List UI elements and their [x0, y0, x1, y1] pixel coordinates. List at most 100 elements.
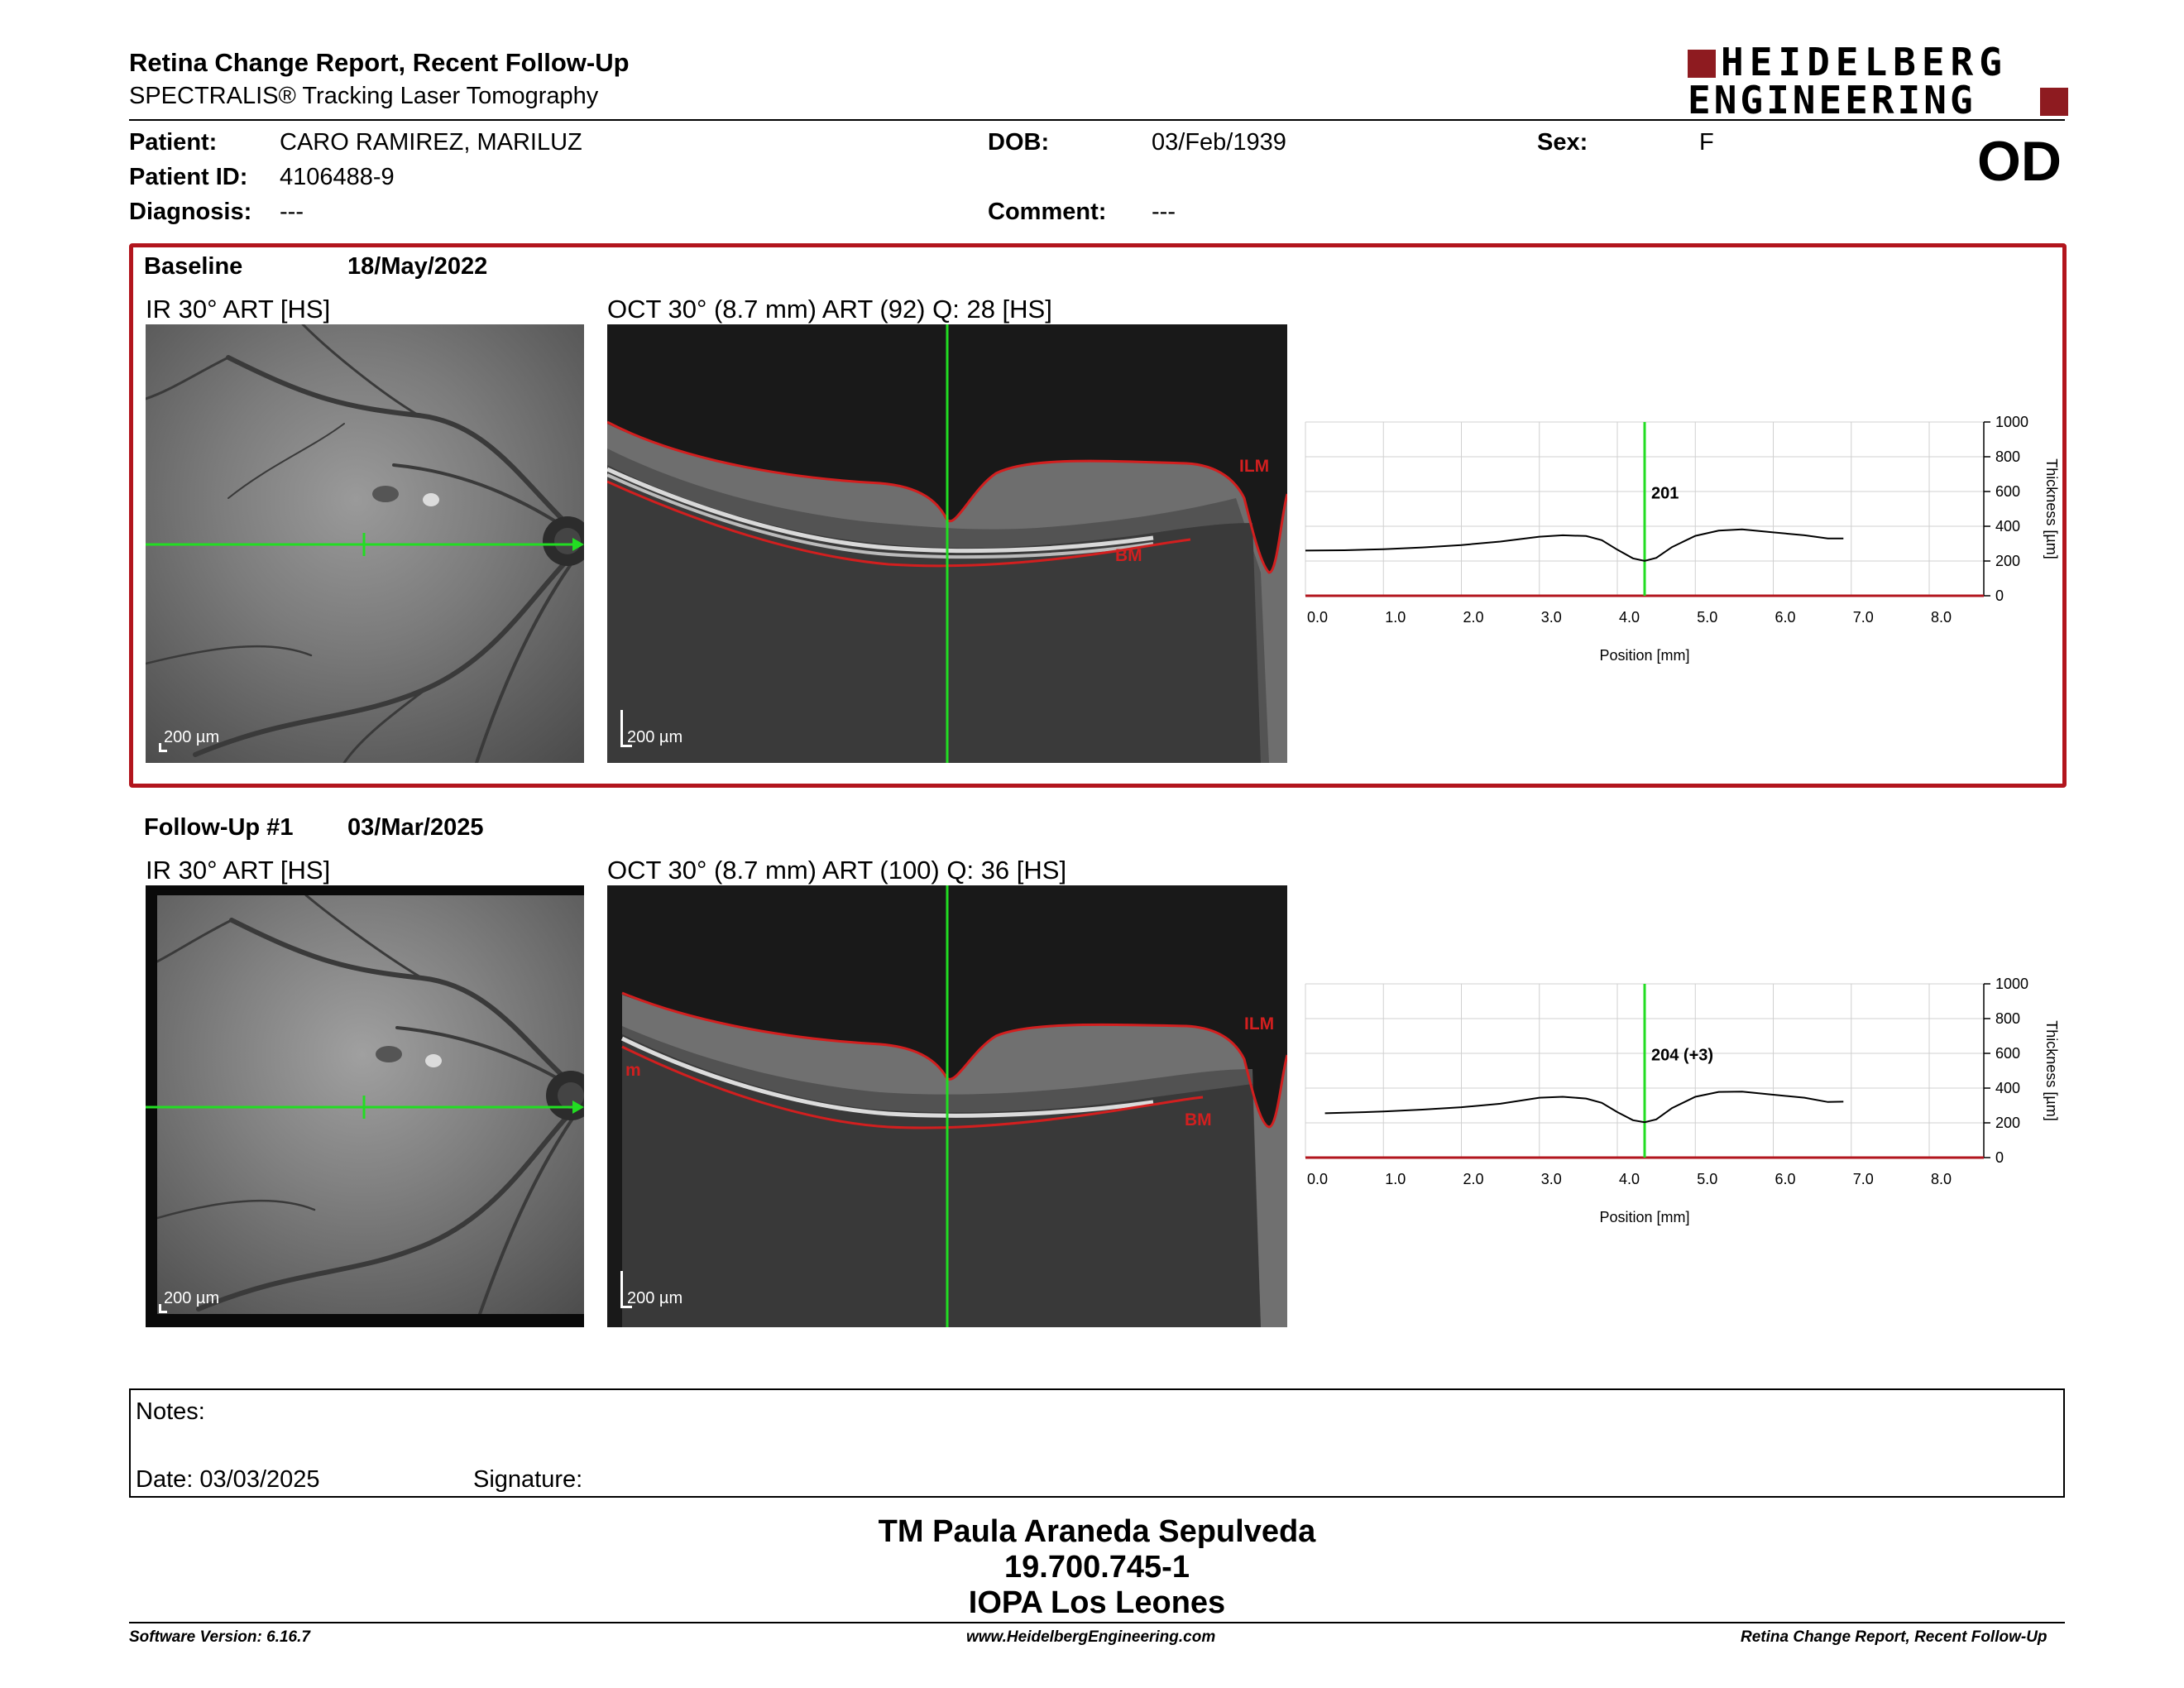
- patient-name: CARO RAMIREZ, MARILUZ: [280, 129, 582, 156]
- y-tick-label: 1000: [1995, 976, 2028, 992]
- x-tick-label: 1.0: [1385, 609, 1406, 626]
- followup-label: Follow-Up #1: [144, 814, 294, 841]
- thickness-series-line: [1324, 1091, 1844, 1124]
- software-version: Software Version: 6.16.7: [129, 1628, 310, 1646]
- x-tick-label: 2.0: [1463, 609, 1484, 626]
- x-axis-label: Position [mm]: [1599, 647, 1689, 664]
- y-tick-label: 200: [1995, 1115, 2020, 1131]
- header-divider: [129, 119, 2065, 121]
- x-tick-label: 8.0: [1931, 1171, 1952, 1187]
- thickness-series-line: [1305, 528, 1844, 562]
- followup-oct-scale: 200 µm: [627, 1289, 683, 1307]
- y-tick-label: 1000: [1995, 414, 2028, 430]
- baseline-bm-line: [607, 480, 1191, 568]
- followup-date: 03/Mar/2025: [347, 814, 484, 841]
- notes-label: Notes:: [136, 1398, 205, 1425]
- baseline-oct-image[interactable]: ILM BM 200 µm: [607, 324, 1287, 763]
- baseline-thickness-chart: 0 200 400 600 800 1000 0.0 1.0 2.0 3.0 4.0 5.0 6.0 7.…: [1305, 414, 2060, 664]
- followup-lesion-icon: [425, 1054, 442, 1067]
- notes-date: Date: 03/03/2025: [136, 1466, 320, 1493]
- footer-divider: [129, 1622, 2065, 1623]
- x-tick-label: 5.0: [1697, 1171, 1717, 1187]
- x-tick-label: 4.0: [1619, 1171, 1640, 1187]
- baseline-ir-image[interactable]: 200 µm: [146, 324, 584, 763]
- y-tick-label: 400: [1995, 1080, 2020, 1096]
- followup-ilm-label: ILM: [1244, 1014, 1275, 1033]
- y-tick-label: 0: [1995, 587, 2004, 604]
- y-tick-label: 0: [1995, 1149, 2004, 1166]
- patient-id-label: Patient ID:: [129, 164, 248, 190]
- followup-m-label: m: [625, 1061, 641, 1080]
- followup-bm-line: [621, 1045, 1204, 1129]
- eye-label: OD: [1977, 130, 2062, 193]
- followup-bm-label: BM: [1185, 1110, 1212, 1129]
- x-tick-label: 3.0: [1541, 1171, 1562, 1187]
- patient-id: 4106488-9: [280, 164, 395, 190]
- x-tick-label: 0.0: [1307, 1171, 1328, 1187]
- report-title: Retina Change Report, Recent Follow-Up: [129, 48, 630, 77]
- followup-thickness-chart: 0 200 400 600 800 1000 0.0 1.0 2.0 3.0 4.0 5.0 6.0 7.…: [1305, 976, 2060, 1225]
- website-link[interactable]: www.HeidelbergEngineering.com: [966, 1628, 1216, 1646]
- y-tick-label: 800: [1995, 1010, 2020, 1027]
- baseline-bm-label: BM: [1115, 546, 1142, 565]
- logo-text-top: HEIDELBERG: [1721, 40, 2008, 84]
- y-axis-label: Thickness [µm]: [2043, 458, 2060, 559]
- notes-box[interactable]: Notes: Date: 03/03/2025 Signature:: [129, 1388, 2065, 1498]
- x-tick-label: 4.0: [1619, 609, 1640, 626]
- report-subtitle: SPECTRALIS® Tracking Laser Tomography: [129, 83, 599, 109]
- y-axis-label: Thickness [µm]: [2043, 1020, 2060, 1120]
- x-tick-label: 8.0: [1931, 609, 1952, 626]
- baseline-ilm-line: [607, 420, 1287, 574]
- center-thickness-label: 204 (+3): [1651, 1046, 1713, 1064]
- comment-value: ---: [1152, 199, 1176, 225]
- baseline-ilm-label: ILM: [1239, 457, 1270, 476]
- heidelberg-logo: HEIDELBERG ENGINEERING: [1688, 40, 2068, 122]
- x-tick-label: 1.0: [1385, 1171, 1406, 1187]
- y-tick-label: 600: [1995, 1045, 2020, 1062]
- x-axis-label: Position [mm]: [1599, 1209, 1689, 1225]
- baseline-ir-scale: 200 µm: [164, 728, 220, 746]
- baseline-ir-title: IR 30° ART [HS]: [146, 295, 331, 324]
- followup-oct-svg: [607, 885, 1287, 1327]
- signer-name: TM Paula Araneda Sepulveda: [878, 1514, 1316, 1549]
- x-tick-label: 6.0: [1775, 609, 1796, 626]
- x-tick-label: 6.0: [1775, 1171, 1796, 1187]
- baseline-oct-scale: 200 µm: [627, 728, 683, 746]
- sex-label: Sex:: [1537, 129, 1588, 156]
- signature-block: TM Paula Araneda Sepulveda 19.700.745-1 …: [129, 1514, 2065, 1621]
- followup-ir-scale: 200 µm: [164, 1289, 220, 1307]
- followup-ilm-line: [621, 991, 1287, 1129]
- x-tick-label: 0.0: [1307, 609, 1328, 626]
- logo-text-bottom: ENGINEERING: [1688, 78, 1976, 122]
- followup-oct-image[interactable]: m ILM BM 200 µm: [607, 885, 1287, 1327]
- followup-ir-image[interactable]: 200 µm: [146, 885, 584, 1327]
- baseline-date: 18/May/2022: [347, 253, 488, 280]
- patient-label: Patient:: [129, 129, 218, 156]
- x-tick-label: 3.0: [1541, 609, 1562, 626]
- baseline-label: Baseline: [144, 253, 243, 280]
- baseline-frame: [129, 243, 2067, 788]
- y-tick-label: 600: [1995, 483, 2020, 500]
- footer-report-title: Retina Change Report, Recent Follow-Up: [1741, 1628, 2048, 1646]
- followup-scan-overlay: [146, 1096, 584, 1119]
- dob-value: 03/Feb/1939: [1152, 129, 1286, 156]
- followup-oct-title: OCT 30° (8.7 mm) ART (100) Q: 36 [HS]: [607, 856, 1067, 885]
- signer-institution: IOPA Los Leones: [968, 1585, 1226, 1620]
- baseline-oct-title: OCT 30° (8.7 mm) ART (92) Q: 28 [HS]: [607, 295, 1052, 324]
- y-tick-label: 400: [1995, 518, 2020, 535]
- signature-label: Signature:: [473, 1466, 583, 1493]
- followup-ir-title: IR 30° ART [HS]: [146, 856, 331, 885]
- y-tick-label: 800: [1995, 448, 2020, 465]
- baseline-vessels: [146, 324, 584, 763]
- dob-label: DOB:: [988, 129, 1050, 156]
- x-tick-label: 7.0: [1853, 609, 1874, 626]
- diagnosis-label: Diagnosis:: [129, 199, 252, 225]
- x-tick-label: 2.0: [1463, 1171, 1484, 1187]
- diagnosis-value: ---: [280, 199, 304, 225]
- signer-id: 19.700.745-1: [1004, 1550, 1190, 1585]
- y-tick-label: 200: [1995, 553, 2020, 569]
- x-tick-label: 7.0: [1853, 1171, 1874, 1187]
- lesion-spot-icon: [423, 493, 439, 506]
- baseline-oct-svg: [607, 324, 1287, 763]
- comment-label: Comment:: [988, 199, 1107, 225]
